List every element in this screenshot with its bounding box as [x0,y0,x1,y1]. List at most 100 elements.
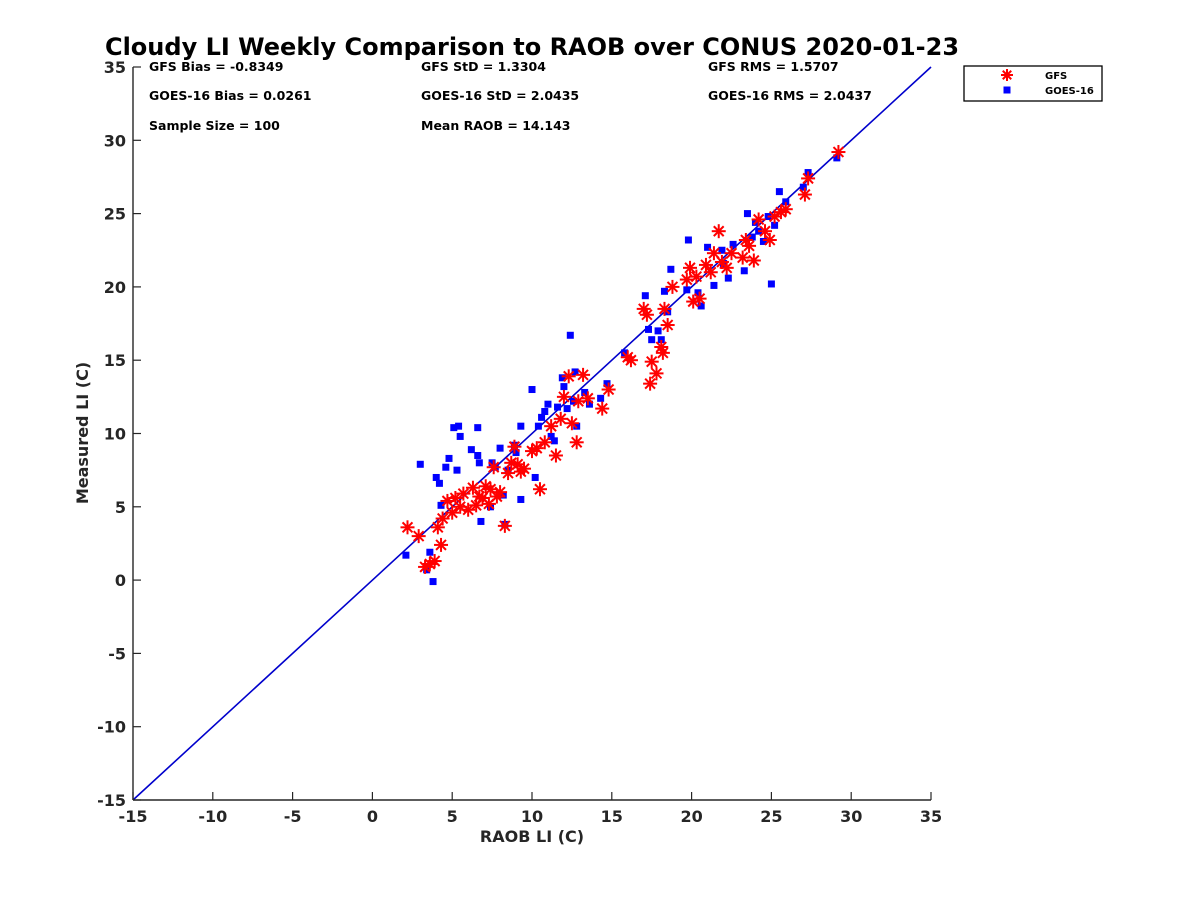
goes16-point [571,368,579,376]
goes16-point [641,292,649,300]
gfs-point [665,279,680,294]
plot-area [132,66,932,801]
legend-gfs-marker [1001,69,1013,81]
goes16-point [729,240,737,248]
legend-label: GFS [1045,71,1067,82]
series-gfs [400,145,846,574]
gfs-point [762,232,777,247]
goes16-point [603,380,611,388]
goes16-point [563,405,571,413]
goes16-point [475,459,483,467]
goes16-point [667,265,675,273]
goes16-point [743,210,751,218]
goes16-point [710,281,718,289]
gfs-point [461,502,476,517]
gfs-point [456,486,471,501]
stat-text: GOES-16 StD = 2.0435 [421,88,579,103]
x-tick-label: -5 [284,807,302,826]
gfs-point [655,345,670,360]
x-axis-label: RAOB LI (C) [480,827,584,846]
gfs-point [703,265,718,280]
gfs-point [400,520,415,535]
y-tick-label: 35 [104,58,126,77]
one-to-one-line [132,66,932,801]
goes16-point [544,400,552,408]
goes16-point [554,403,562,411]
y-tick-label: 20 [104,278,126,297]
gfs-point [758,224,773,239]
goes16-point [597,394,605,402]
x-tick-label: -10 [198,807,227,826]
x-tick-label: 30 [840,807,862,826]
goes16-point [683,286,691,294]
y-tick-label: 0 [115,571,126,590]
axes: -15 -10 -5 0 5 10 15 20 25 30 35 -15 -10 -5 0 5 10 15 20 25… [97,58,942,826]
gfs-point [831,145,846,160]
goes16-point [426,548,434,556]
goes16-point [402,551,410,559]
gfs-point [692,291,707,306]
gfs-point [507,439,522,454]
y-tick-label: -10 [97,718,126,737]
legend-goes16-marker [1003,86,1011,94]
gfs-point [778,202,793,217]
legend: GFS GOES-16 [963,65,1103,102]
gfs-point [689,269,704,284]
stat-text: Sample Size = 100 [149,118,280,133]
gfs-point [683,260,698,275]
goes16-point [450,424,458,432]
goes16-point [437,501,445,509]
gfs-point [427,554,442,569]
gfs-point [735,250,750,265]
goes16-point [456,432,464,440]
goes16-point [488,459,496,467]
goes16-point [782,198,790,206]
gfs-point [548,448,563,463]
x-tick-label: 35 [920,807,942,826]
gfs-point [660,318,675,333]
gfs-point [797,187,812,202]
y-tick-label: 5 [115,498,126,517]
goes16-point [585,400,593,408]
gfs-point [569,435,584,450]
goes16-point [455,422,463,430]
gfs-point [742,238,757,253]
gfs-point [537,435,552,450]
gfs-point [623,353,638,368]
goes16-point [718,246,726,254]
goes16-point [645,325,653,333]
y-tick-label: -5 [108,644,126,663]
goes16-point [435,479,443,487]
goes16-point [550,437,558,445]
stat-text: GOES-16 RMS = 2.0437 [708,88,872,103]
stat-text: GOES-16 Bias = 0.0261 [149,88,311,103]
goes16-point [660,287,668,295]
gfs-point [493,485,508,500]
goes16-point [517,422,525,430]
y-axis-label: Measured LI (C) [73,362,92,504]
goes16-point [531,473,539,481]
goes16-point [684,236,692,244]
x-tick-label: 0 [367,807,378,826]
goes16-point [538,413,546,421]
goes16-point [581,388,589,396]
y-tick-label: -15 [97,791,126,810]
goes16-point [771,221,779,229]
goes16-point [467,446,475,454]
gfs-point [711,224,726,239]
goes16-point [833,154,841,162]
goes16-point [748,233,756,241]
goes16-point [453,466,461,474]
gfs-point [486,460,501,475]
gfs-point [801,171,816,186]
goes16-point [416,460,424,468]
goes16-point [496,444,504,452]
gfs-point [564,416,579,431]
stats-block: GFS Bias = -0.8349 GFS StD = 1.3304 GFS RM… [149,59,872,133]
goes16-point [654,327,662,335]
gfs-point [434,537,449,552]
gfs-point [706,246,721,261]
gfs-point [553,411,568,426]
chart-title: Cloudy LI Weekly Comparison to RAOB over… [105,33,959,61]
